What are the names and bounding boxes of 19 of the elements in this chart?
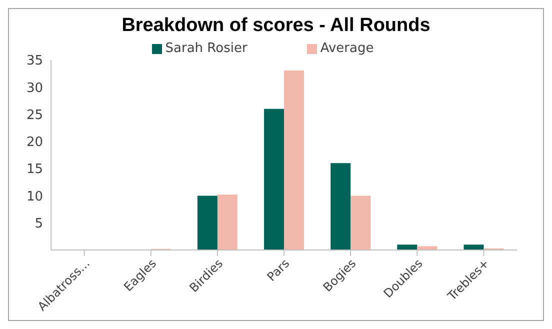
bar — [350, 196, 371, 250]
bar — [217, 194, 238, 250]
y-tick-label: 25 — [26, 108, 43, 123]
bar — [464, 244, 484, 250]
bar — [417, 246, 438, 250]
y-tick-label: 20 — [26, 135, 43, 150]
bar — [284, 70, 304, 250]
bar — [197, 196, 218, 250]
legend-label: Average — [319, 41, 374, 56]
y-tick-label: 5 — [34, 216, 43, 232]
y-tick-label: 10 — [26, 189, 43, 204]
bar — [330, 163, 351, 250]
bar — [397, 244, 418, 250]
chart-title: Breakdown of scores - All Rounds — [120, 15, 432, 37]
y-tick-label: 15 — [26, 162, 43, 178]
y-tick-label: 35 — [26, 54, 43, 69]
bar — [264, 108, 284, 250]
y-tick-label: 30 — [26, 80, 43, 96]
legend-label: Sarah Rosier — [164, 41, 248, 56]
